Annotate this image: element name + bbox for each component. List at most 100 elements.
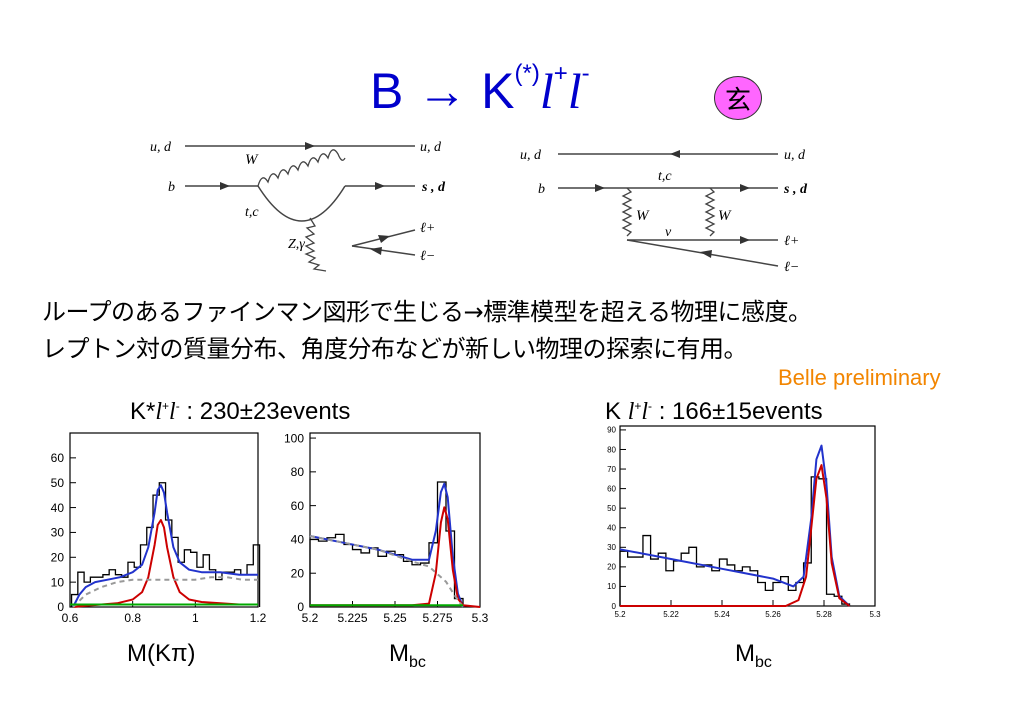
- penguin-quark-top-left: u, d: [150, 140, 172, 155]
- box-b-label: b: [538, 182, 545, 197]
- y-tick-label: 20: [607, 563, 616, 572]
- penguin-quark-top-right: u, d: [420, 140, 442, 155]
- kstar-l1: l: [155, 399, 163, 425]
- y-tick-label: 40: [291, 533, 305, 547]
- x-tick-label: 5.3: [869, 610, 881, 619]
- box-w-right: W: [718, 208, 732, 224]
- box-quark-top-right: u, d: [784, 148, 806, 163]
- axis-mbc1-sub: bc: [409, 653, 426, 671]
- penguin-b-label: b: [168, 180, 175, 195]
- k-minus: -: [648, 399, 653, 413]
- y-tick-label: 20: [51, 550, 65, 564]
- x-tick-label: 1: [192, 611, 199, 625]
- box-lminus: ℓ−: [784, 260, 799, 275]
- penguin-lplus: ℓ+: [420, 221, 435, 236]
- y-tick-label: 10: [51, 575, 65, 589]
- box-diagram: u, d u, d b t,c s , d W W ν ℓ+ ℓ−: [520, 148, 808, 275]
- axis-mbc1-main: M: [389, 640, 409, 667]
- y-tick-label: 90: [607, 426, 616, 435]
- box-tc-label: t,c: [658, 169, 672, 184]
- kstar-heading: K*l+l- : 230±23events: [130, 398, 350, 426]
- axis-mbc2-main: M: [735, 640, 755, 667]
- x-tick-label: 5.25: [383, 611, 407, 625]
- x-tick-label: 5.225: [337, 611, 367, 625]
- y-tick-label: 60: [291, 499, 305, 513]
- y-tick-label: 0: [57, 600, 64, 614]
- k-l1: l: [627, 399, 635, 425]
- x-tick-label: 5.2: [614, 610, 626, 619]
- penguin-tc-label: t,c: [245, 205, 259, 220]
- y-tick-label: 50: [51, 476, 65, 490]
- y-tick-label: 40: [51, 501, 65, 515]
- x-tick-label: 5.2: [302, 611, 319, 625]
- x-tick-label: 5.26: [765, 610, 781, 619]
- box-nu-label: ν: [665, 225, 672, 240]
- axis-label-mbc-k: Mbc: [735, 640, 772, 672]
- fit-curve-0: [309, 482, 464, 608]
- y-tick-label: 30: [607, 543, 616, 552]
- body-text-line-1: ループのあるファインマン図形で生じる→標準模型を超える物理に感度。: [42, 298, 812, 326]
- fit-curve-0: [619, 444, 851, 607]
- x-tick-label: 5.22: [663, 610, 679, 619]
- kstar-plus: +: [162, 399, 170, 413]
- y-tick-label: 0: [297, 600, 304, 614]
- y-tick-label: 10: [607, 582, 616, 591]
- y-tick-label: 30: [51, 526, 65, 540]
- x-tick-label: 5.28: [816, 610, 832, 619]
- fit-curve-2: [309, 535, 464, 608]
- k-plus: +: [634, 399, 642, 413]
- title-minus: -: [581, 60, 590, 87]
- y-tick-label: 60: [51, 451, 65, 465]
- axis-mbc2-sub: bc: [755, 653, 772, 671]
- plot-mbc-k: 5.2 5.22 5.24 5.26 5.28 5.3 0 10 20 30 40 50 60 70 80 9…: [607, 425, 881, 619]
- x-tick-label: 0.6: [62, 611, 79, 625]
- penguin-w-label: W: [245, 152, 259, 168]
- k-count: : 166±15events: [652, 398, 823, 425]
- x-tick-label: 0.8: [124, 611, 141, 625]
- x-tick-label: 5.3: [472, 611, 489, 625]
- k-heading: K l+l- : 166±15events: [605, 398, 823, 426]
- histogram: [309, 481, 464, 607]
- y-tick-label: 20: [291, 566, 305, 580]
- y-tick-label: 0: [612, 602, 617, 611]
- kanji-badge: 玄: [714, 76, 762, 120]
- plot-mkpi: 0.6 0.8 1 1.2 0 10 20 30 40 50 60: [51, 432, 267, 625]
- title-lepton1: l: [539, 63, 554, 119]
- x-tick-label: 1.2: [250, 611, 267, 625]
- fit-curve-1: [73, 519, 258, 608]
- slide-title: B → K(*)l+l-: [370, 60, 590, 120]
- body-text-line-2: レプトン対の質量分布、角度分布などが新しい物理の探索に有用。: [42, 335, 748, 363]
- x-tick-label: 5.275: [422, 611, 452, 625]
- penguin-zg-label: Z,γ: [288, 237, 305, 252]
- plot-frame: [69, 432, 259, 608]
- title-plus: +: [553, 60, 568, 87]
- penguin-lminus: ℓ−: [420, 249, 435, 264]
- k-prefix: K: [605, 398, 628, 425]
- feynman-diagrams: u, d u, d b s , d W t,c Z,γ ℓ+ ℓ− u, d u…: [150, 140, 808, 275]
- penguin-diagram: u, d u, d b s , d W t,c Z,γ ℓ+ ℓ−: [150, 140, 446, 272]
- fit-curve-1: [620, 464, 851, 607]
- box-w-left: W: [636, 208, 650, 224]
- fit-curve-1: [310, 506, 481, 608]
- x-tick-label: 5.24: [714, 610, 730, 619]
- y-tick-label: 100: [284, 431, 304, 445]
- box-s-label: s , d: [783, 182, 808, 197]
- y-tick-label: 60: [607, 484, 616, 493]
- belle-preliminary: Belle preliminary: [778, 365, 941, 390]
- plot-mbc-kstar: 5.2 5.225 5.25 5.275 5.3 0 20 40 60 80 100: [284, 431, 489, 625]
- box-lplus: ℓ+: [784, 234, 799, 249]
- title-base: B → K: [370, 63, 515, 119]
- k-l2: l: [641, 399, 649, 425]
- box-quark-top-left: u, d: [520, 148, 542, 163]
- fit-curve-0: [72, 484, 258, 608]
- kstar-l2: l: [169, 399, 176, 425]
- y-tick-label: 80: [607, 445, 616, 454]
- penguin-s-label: s , d: [421, 180, 446, 195]
- title-star: (*): [514, 60, 540, 87]
- title-lepton2: l: [567, 63, 582, 119]
- kstar-prefix: K*: [130, 398, 156, 425]
- y-tick-label: 70: [607, 465, 616, 474]
- y-tick-label: 80: [291, 465, 305, 479]
- axis-label-mbc-kstar: Mbc: [389, 640, 426, 672]
- kstar-minus: -: [175, 399, 180, 413]
